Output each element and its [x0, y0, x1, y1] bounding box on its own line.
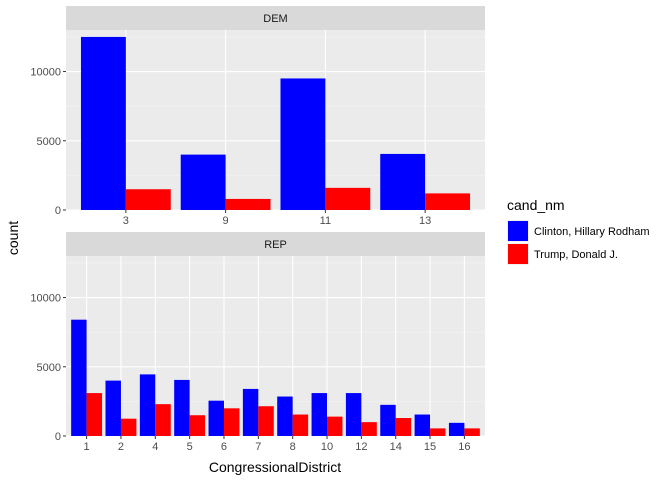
- panel-background: [66, 256, 485, 436]
- facet-strip: [66, 232, 485, 256]
- facet-strip-label: REP: [264, 239, 287, 251]
- bar-trump-district-11: [325, 187, 371, 210]
- bar-clinton-district-9: [180, 154, 226, 210]
- bar-clinton-district-15: [414, 414, 431, 436]
- bar-trump-district-7: [258, 406, 274, 436]
- bar-clinton-district-3: [80, 36, 126, 210]
- x-tick-label: 8: [290, 441, 296, 453]
- x-tick-label: 7: [255, 441, 261, 453]
- bar-clinton-district-7: [242, 388, 259, 436]
- y-axis-title: count: [5, 221, 21, 255]
- bar-trump-district-8: [292, 414, 309, 436]
- bar-trump-district-4: [155, 404, 171, 436]
- y-tick-label: 5000: [37, 136, 61, 148]
- y-tick-label: 0: [55, 205, 61, 217]
- panel-dem: DEM 0 5000 10000 3 9 11 13: [30, 6, 485, 227]
- y-tick-label: 0: [55, 431, 61, 443]
- bar-clinton-district-4: [139, 374, 156, 436]
- bar-clinton-district-11: [280, 78, 326, 210]
- bar-trump-district-5: [189, 415, 206, 436]
- legend-title: cand_nm: [507, 197, 565, 213]
- x-tick-label: 11: [320, 215, 331, 227]
- x-tick-label: 5: [187, 441, 193, 453]
- bar-clinton-district-8: [277, 396, 293, 436]
- bar-trump-district-15: [430, 428, 446, 436]
- bar-trump-district-2: [120, 418, 137, 436]
- legend-key-trump: [508, 244, 528, 264]
- x-tick-label: 14: [390, 441, 402, 453]
- legend-label-clinton: Clinton, Hillary Rodham: [534, 226, 650, 238]
- facet-strip: [66, 6, 485, 30]
- bar-clinton-district-2: [105, 380, 121, 436]
- x-tick-label: 2: [118, 441, 124, 453]
- x-tick-label: 16: [458, 441, 470, 453]
- y-tick-label: 10000: [30, 293, 61, 305]
- legend-key-clinton: [508, 221, 528, 241]
- x-tick-label: 6: [221, 441, 227, 453]
- bar-trump-district-13: [425, 193, 471, 210]
- bar-trump-district-14: [395, 418, 412, 436]
- bar-trump-district-10: [327, 416, 343, 436]
- bar-clinton-district-12: [345, 393, 362, 436]
- bar-trump-district-12: [361, 422, 377, 436]
- bar-trump-district-3: [125, 189, 171, 210]
- bar-clinton-district-14: [380, 404, 396, 436]
- x-tick-label: 1: [84, 441, 90, 453]
- facet-strip-label: DEM: [263, 13, 287, 25]
- legend-label-trump: Trump, Donald J.: [534, 249, 618, 261]
- bar-trump-district-6: [223, 408, 240, 436]
- x-tick-label: 4: [152, 441, 158, 453]
- x-tick-label: 13: [419, 215, 431, 227]
- bar-clinton-district-13: [380, 153, 426, 210]
- bar-trump-district-1: [86, 393, 103, 436]
- bar-trump-district-16: [464, 428, 480, 436]
- bar-clinton-district-1: [71, 319, 87, 436]
- x-tick-label: 9: [223, 215, 229, 227]
- y-tick-label: 5000: [37, 362, 61, 374]
- x-axis-title: CongressionalDistrict: [209, 459, 341, 475]
- bar-clinton-district-10: [311, 393, 328, 436]
- legend: cand_nm Clinton, Hillary Rodham Trump, D…: [507, 197, 650, 265]
- x-tick-label: 15: [424, 441, 436, 453]
- x-tick-label: 3: [123, 215, 129, 227]
- y-tick-label: 10000: [30, 67, 61, 79]
- x-tick-label: 12: [355, 441, 367, 453]
- bar-clinton-district-16: [448, 422, 465, 436]
- x-tick-label: 10: [321, 441, 333, 453]
- bar-clinton-district-5: [174, 379, 190, 436]
- bar-clinton-district-6: [208, 400, 224, 436]
- bar-trump-district-9: [225, 198, 271, 210]
